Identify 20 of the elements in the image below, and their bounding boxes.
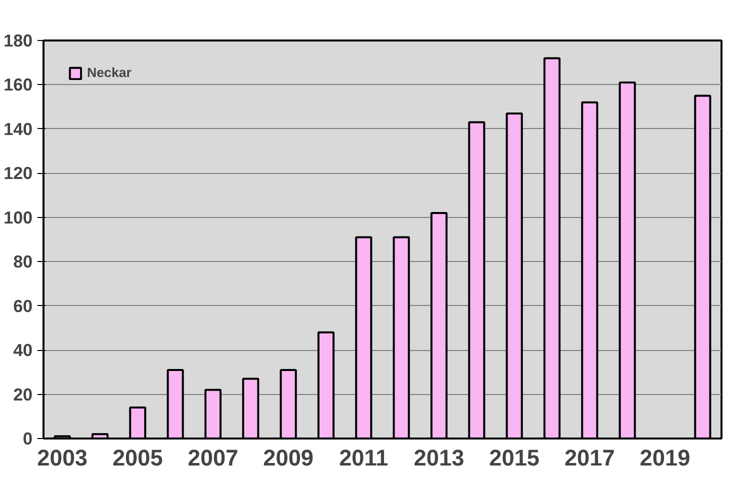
x-tick-label: 2013 [414, 444, 464, 470]
y-tick-label: 180 [4, 30, 33, 50]
x-tick-label: 2003 [37, 444, 88, 470]
y-tick-label: 140 [4, 118, 33, 139]
legend-label: Neckar [87, 65, 132, 80]
y-tick-label: 60 [13, 296, 33, 316]
y-tick-label: 0 [22, 428, 33, 448]
x-tick-label: 2009 [263, 444, 314, 470]
y-tick-label: 100 [4, 207, 33, 228]
y-tick-label: 120 [4, 163, 33, 184]
y-tick-label: 20 [13, 384, 33, 404]
x-tick-label: 2007 [188, 444, 238, 470]
y-tick-label: 40 [13, 340, 33, 360]
x-tick-label: 2017 [564, 444, 615, 470]
y-tick-label: 160 [4, 74, 33, 95]
x-tick-label: 2019 [640, 444, 690, 470]
y-tick-label: 80 [13, 252, 33, 272]
x-tick-label: 2011 [339, 444, 388, 470]
x-tick-label: 2005 [112, 444, 163, 470]
x-tick-label: 2015 [489, 444, 540, 470]
